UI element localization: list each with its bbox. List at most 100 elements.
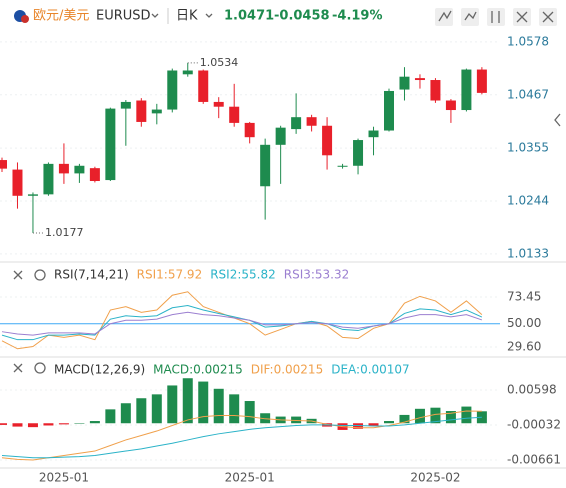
candle-body [213,101,224,107]
legend-entry: MACD:0.00215 [153,363,243,377]
candle-body [476,69,487,93]
tool-close[interactable] [539,8,557,26]
y-tick-label: -0.00661 [507,452,561,466]
macd-bar [445,411,456,424]
indicator-line [1,291,483,350]
candle-body [105,108,116,181]
macd-bar [384,421,394,424]
x-tick-label: 2025-02 [410,471,460,485]
y-tick-label: -0.00032 [507,418,561,432]
y-tick-label: 73.45 [507,289,541,303]
candle-body [58,163,69,174]
indicator-line [1,304,483,341]
macd-bar [399,414,410,424]
pair-name: 欧元/美元 [33,9,89,24]
macd-bar [182,378,193,424]
close-icon[interactable] [13,363,23,373]
candle-body [198,70,209,102]
candle-body [167,70,178,110]
macd-bar [213,388,224,424]
dropdown-arrow[interactable] [151,13,159,18]
macd-bar [43,423,54,426]
macd-bar [151,394,162,424]
tool-fullscreen[interactable] [513,8,531,26]
candle-body [306,117,317,126]
candle-body [27,194,38,196]
collapse-arrow[interactable] [554,113,561,127]
legend-entry: RSI1:57.92 [137,268,203,282]
candle-body [368,130,379,138]
candle-body [74,165,85,174]
macd-bar [198,381,209,424]
change: -0.0458 [274,9,330,24]
y-tick-label: 50.00 [507,316,541,330]
candle-body [89,168,100,182]
candle-body [384,90,394,131]
macd-bar [167,385,178,424]
x-tick-label: 2025-01 [39,471,89,485]
change-pct: -4.19% [332,9,383,24]
candle-body [430,80,441,101]
period[interactable]: 日K [176,9,198,24]
macd-bar [27,423,38,428]
candle-body [43,163,54,195]
y-tick-label: 29.60 [507,339,541,353]
indicator-title: MACD(12,26,9) [54,363,145,377]
legend-entry: RSI3:53.32 [284,268,350,282]
macd-bar [368,423,379,426]
legend-entry: DIF:0.00215 [251,363,323,377]
tool-candle[interactable] [487,8,505,26]
y-tick-label: 1.0355 [507,141,549,155]
candle-body [291,117,302,130]
macd-bar [74,423,85,424]
y-tick-label: 0.00598 [507,383,557,397]
candle-body [461,69,472,111]
macd-bar [414,408,425,424]
candle-body [244,122,255,138]
close-icon[interactable] [13,270,23,280]
candle-body [414,78,425,81]
tool-indicator[interactable] [461,8,479,26]
macd-bar [89,421,100,424]
candle-body [151,109,162,114]
macd-bar [291,416,302,424]
macd-bar [244,401,255,424]
macd-bar [58,423,69,425]
legend-entry: DEA:0.00107 [331,363,410,377]
flag-icon [14,10,29,23]
macd-bar [430,407,441,424]
y-tick-label: 1.0133 [507,246,549,260]
macd-bar [260,413,271,424]
symbol[interactable]: EURUSD [96,9,151,24]
indicator-line [1,311,483,336]
candle-body [260,144,271,187]
candle-body [353,140,364,166]
eye-icon[interactable] [34,362,46,374]
tool-draw[interactable] [435,8,453,26]
indicator-line [1,410,482,461]
y-tick-label: 1.0578 [507,34,549,48]
macd-bar [12,423,23,427]
macd-bar [0,423,7,425]
x-tick-label: 2025-01 [225,471,275,485]
low-label: 1.0177 [45,226,84,239]
macd-bar [229,394,240,424]
y-tick-label: 1.0244 [507,194,549,208]
dropdown-arrow[interactable] [205,13,213,18]
candle-body [12,169,23,196]
macd-bar [136,398,147,424]
candle-body [399,76,410,90]
candle-body [229,106,240,123]
candle-body [337,165,348,167]
macd-bar [461,406,472,424]
indicator-title: RSI(7,14,21) [54,268,129,282]
macd-bar [105,409,116,424]
candle-body [0,160,7,169]
last-price: 1.0471 [224,9,274,24]
macd-bar [120,403,131,424]
indicator-line [1,416,482,459]
eye-icon[interactable] [34,269,46,281]
candle-body [445,100,456,111]
